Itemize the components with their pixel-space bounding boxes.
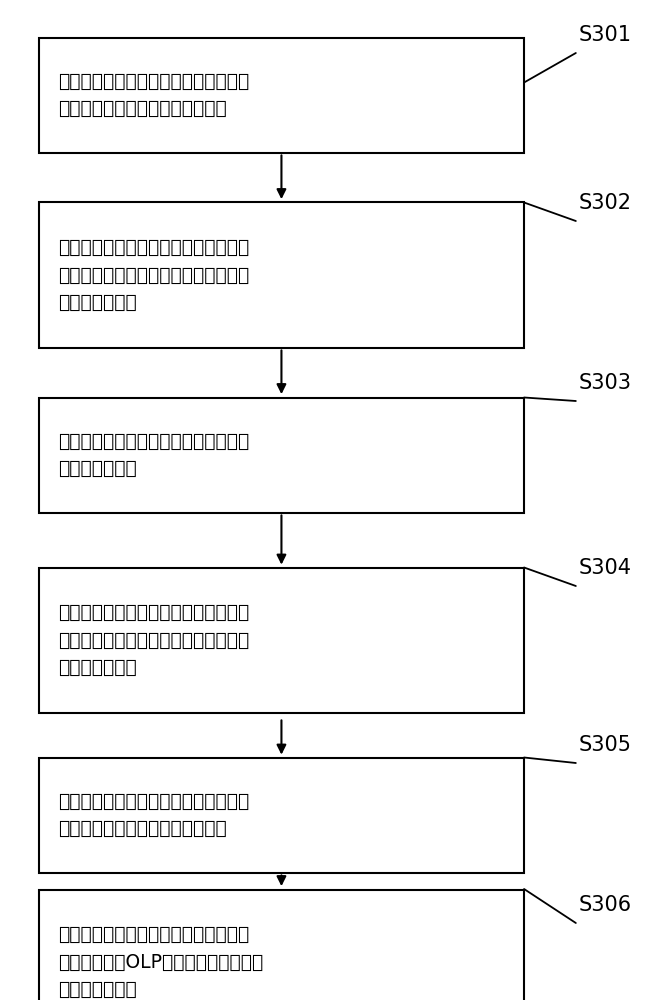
Text: 判断所述第三信号值与所述第二阈值之
间的大小关系，得到第二判断结果: 判断所述第三信号值与所述第二阈值之 间的大小关系，得到第二判断结果 xyxy=(58,792,250,838)
Text: S301: S301 xyxy=(579,25,632,45)
Text: 获得第一信号和第二信号的信号值均小
于各自的第一阈值的第一时间信息: 获得第一信号和第二信号的信号值均小 于各自的第一阈值的第一时间信息 xyxy=(58,72,250,118)
Text: 在第三时间之后，至少获得所述第一信
号的第三信号值: 在第三时间之后，至少获得所述第一信 号的第三信号值 xyxy=(58,432,250,478)
Bar xyxy=(39,890,524,1000)
Text: 根据第一判断结果和第二判断结果，确
定是否将所述OLP从第一传输链路切换
到第二传输链路: 根据第一判断结果和第二判断结果，确 定是否将所述OLP从第一传输链路切换 到第二… xyxy=(58,925,263,999)
Bar xyxy=(39,758,524,872)
Text: S306: S306 xyxy=(579,895,632,915)
Text: 判断所述第一信号值和所述第二信号值
与各自的第一阈值之间的大小关系，得
到第一判断结果: 判断所述第一信号值和所述第二信号值 与各自的第一阈值之间的大小关系，得 到第一判… xyxy=(58,603,250,677)
Bar xyxy=(39,397,524,512)
Text: S305: S305 xyxy=(579,735,632,755)
Text: 在所述第一时间至第二时间内，获得所
述第一信号的第一信号值和所述第二信
号的第二信号值: 在所述第一时间至第二时间内，获得所 述第一信号的第一信号值和所述第二信 号的第二… xyxy=(58,238,250,312)
Text: S302: S302 xyxy=(579,193,632,213)
Bar xyxy=(39,202,524,348)
Text: S303: S303 xyxy=(579,373,632,393)
Text: S304: S304 xyxy=(579,558,632,578)
Bar xyxy=(39,568,524,712)
Bar xyxy=(39,37,524,152)
